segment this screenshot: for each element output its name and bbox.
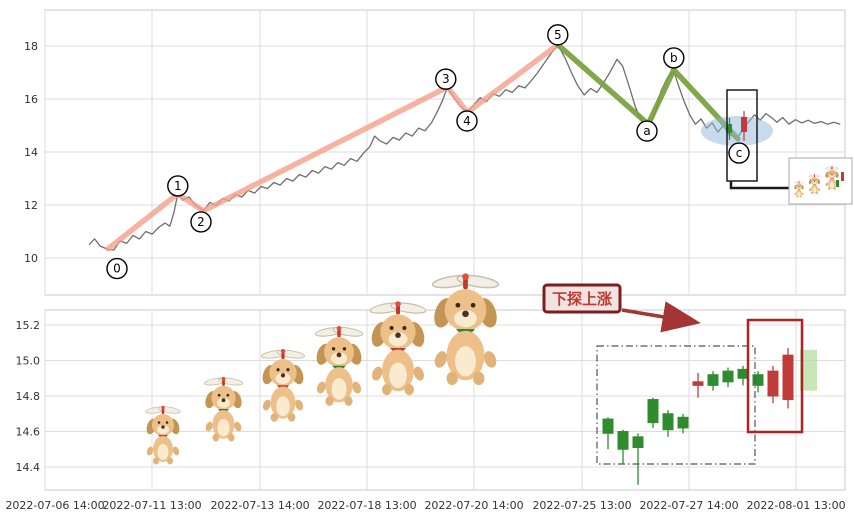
candle-body: [722, 370, 734, 383]
candle-body: [782, 354, 794, 401]
flying-dog-icon: [144, 405, 182, 465]
candlestick-layer: [602, 348, 817, 485]
wave-point-circle-a: [636, 120, 658, 142]
grid-layer: [44, 9, 846, 491]
candle-body: [647, 399, 659, 424]
top-y-tick-label: 14: [24, 146, 38, 159]
x-tick-label: 2022-07-11 13:00: [102, 499, 201, 512]
annotation-label-layer: 下探上涨: [542, 283, 701, 333]
wave-point-label-4: 4: [463, 114, 471, 128]
flying-dog-icon: [368, 300, 428, 396]
inset-mini-mark: [836, 180, 839, 187]
x-tick-label: 2022-07-20 14:00: [424, 499, 523, 512]
wave-point-label-b: b: [670, 51, 678, 65]
wave-point-label-c: c: [736, 146, 743, 160]
top-y-tick-label: 10: [24, 252, 38, 265]
wave-point-label-1: 1: [174, 179, 182, 193]
impulse-wave-line: [105, 41, 561, 252]
flying-dog-icon: [313, 325, 365, 407]
top-y-tick-label: 12: [24, 199, 38, 212]
bottom-y-tick-label: 14.4: [16, 461, 41, 474]
wave-point-label-3: 3: [442, 72, 450, 86]
bottom-y-tick-label: 14.6: [16, 426, 41, 439]
bottom-plot-border: [44, 309, 846, 491]
dog-decoration-layer: [144, 272, 501, 465]
bottom-y-tick-label: 15.2: [16, 319, 41, 332]
flying-dog-icon: [430, 272, 501, 386]
corrective-wave-line: [555, 41, 741, 142]
mini-candle-body: [741, 117, 747, 132]
wave-point-circle-3: [435, 68, 457, 90]
callout-rect: [726, 89, 758, 182]
trend-arrow: [621, 301, 701, 333]
wave-point-circle-4: [456, 110, 478, 132]
bottom-y-tick-label: 15.0: [16, 355, 41, 368]
candle-body: [707, 374, 719, 386]
x-tick-label: 2022-07-06 14:00: [5, 499, 104, 512]
candle-body: [617, 431, 629, 450]
bottom-y-tick-label: 14.8: [16, 390, 41, 403]
price-line-layer: 0 1 2 3 4 5 a b c: [88, 24, 853, 280]
candle-body: [677, 416, 689, 429]
highlight-ellipse: [701, 116, 773, 146]
x-tick-label: 2022-07-13 14:00: [210, 499, 309, 512]
wave-point-label-0: 0: [113, 262, 121, 276]
candle-body: [602, 418, 614, 434]
wave-point-circle-2: [190, 211, 212, 233]
wave-point-label-a: a: [643, 124, 650, 138]
wave-point-circle-5: [547, 24, 569, 46]
candle-body: [767, 370, 779, 397]
flying-dog-icon: [259, 348, 307, 423]
x-tick-label: 2022-07-25 13:00: [532, 499, 631, 512]
trend-label-text: 下探上涨: [552, 290, 612, 308]
trend-label-frame: [542, 283, 622, 314]
red-highlight-box: [746, 318, 804, 434]
dashdot-region-box: [596, 345, 756, 465]
wave-point-label-2: 2: [197, 215, 205, 229]
wave-point-circle-c: [728, 142, 750, 164]
candle-body: [752, 374, 764, 386]
x-tick-label: 2022-07-27 14:00: [639, 499, 738, 512]
ghost-bar: [800, 349, 817, 391]
callout-connector-line: [729, 181, 789, 190]
trend-label-box: 下探上涨: [542, 283, 622, 314]
candle-body: [632, 436, 644, 448]
mini-candle-body: [727, 124, 732, 133]
wave-point-label-5: 5: [554, 28, 562, 42]
wave-point-circle-b: [663, 47, 685, 69]
wave-point-circle-0: [106, 257, 128, 280]
annotation-box-layer: [596, 318, 804, 465]
wave-point-circle-1: [167, 175, 189, 197]
axis-labels-layer: 181614121015.215.014.814.614.42022-07-06…: [5, 40, 845, 512]
candle-body: [737, 368, 749, 379]
candle-body: [692, 381, 704, 386]
top-y-tick-label: 16: [24, 93, 38, 106]
top-y-tick-label: 18: [24, 40, 38, 53]
inset-mini-mark: [841, 172, 844, 181]
x-tick-label: 2022-08-01 13:00: [746, 499, 845, 512]
candle-body: [662, 413, 674, 431]
x-tick-label: 2022-07-18 13:00: [317, 499, 416, 512]
